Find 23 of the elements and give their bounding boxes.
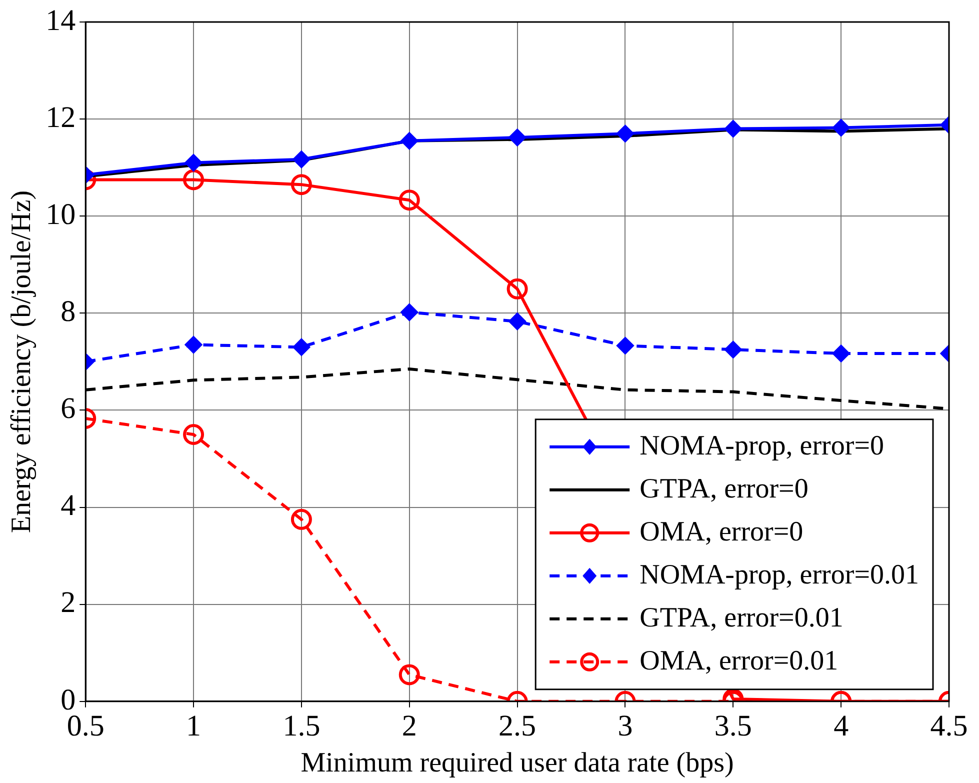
x-tick-label: 4.5 bbox=[930, 709, 968, 742]
x-tick-label: 1.5 bbox=[282, 709, 320, 742]
y-tick-label: 10 bbox=[46, 198, 76, 231]
x-tick-label: 2.5 bbox=[498, 709, 536, 742]
y-tick-label: 6 bbox=[60, 392, 76, 426]
legend-label: NOMA-prop, error=0.01 bbox=[640, 559, 920, 590]
x-tick-label: 1 bbox=[186, 709, 202, 742]
y-tick-label: 14 bbox=[46, 4, 76, 37]
x-tick-label: 3 bbox=[618, 709, 633, 742]
y-tick-label: 2 bbox=[60, 586, 76, 620]
legend-label: GTPA, error=0.01 bbox=[640, 602, 844, 634]
y-tick-label: 12 bbox=[46, 100, 76, 134]
x-tick-label: 4 bbox=[834, 709, 849, 742]
x-axis-title: Minimum required user data rate (bps) bbox=[300, 748, 734, 779]
legend-label: OMA, error=0.01 bbox=[640, 645, 838, 676]
legend-label: NOMA-prop, error=0 bbox=[640, 430, 884, 462]
y-tick-label: 4 bbox=[60, 489, 76, 522]
legend-label: OMA, error=0 bbox=[640, 516, 804, 548]
legend-label: GTPA, error=0 bbox=[640, 473, 808, 504]
x-tick-label: 2 bbox=[402, 709, 417, 742]
y-axis-title: Energy efficiency (b/joule/Hz) bbox=[6, 190, 38, 534]
y-tick-label: 8 bbox=[60, 295, 76, 328]
x-tick-label: 3.5 bbox=[714, 709, 752, 742]
